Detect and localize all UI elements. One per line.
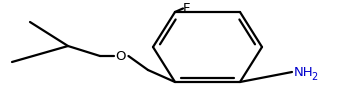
Text: NH: NH: [293, 66, 313, 79]
Text: O: O: [116, 50, 126, 63]
Text: 2: 2: [311, 72, 317, 82]
Text: F: F: [183, 2, 191, 15]
